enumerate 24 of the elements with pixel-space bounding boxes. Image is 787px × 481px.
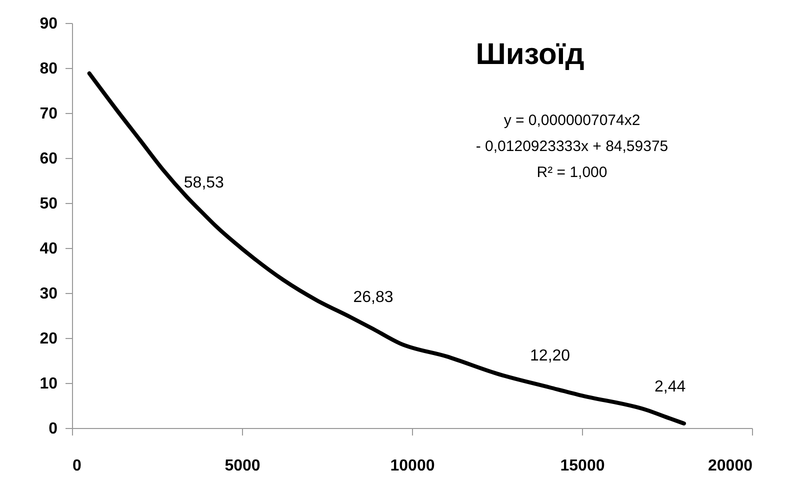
y-tick-label: 50 bbox=[40, 196, 58, 212]
x-tick-label: 20000 bbox=[708, 458, 753, 474]
annotation: y = 0,0000007074x2 bbox=[504, 112, 640, 129]
y-tick-label: 60 bbox=[40, 150, 58, 168]
line-series bbox=[87, 71, 686, 426]
y-tick-label: 80 bbox=[40, 60, 58, 78]
annotation: R² = 1,000 bbox=[536, 164, 608, 181]
text: Шизоїд bbox=[476, 38, 584, 71]
y-tick-label: 0 bbox=[48, 420, 58, 438]
y-tick-label: 90 bbox=[40, 16, 58, 32]
x-tick-label: 5000 bbox=[224, 458, 260, 474]
y-tick-label: 10 bbox=[40, 376, 58, 392]
y-tick-label: 30 bbox=[40, 286, 58, 302]
annotation: 58,53 bbox=[184, 174, 224, 192]
y-tick-label: 40 bbox=[40, 240, 58, 258]
annotation: 26,83 bbox=[353, 289, 394, 306]
annotation: - 0,0120923333x + 84,59375 bbox=[476, 138, 668, 155]
y-tick-label: 20 bbox=[40, 330, 58, 348]
annotation: 2,44 bbox=[654, 378, 686, 396]
annotation: 12,20 bbox=[530, 348, 570, 364]
x-tick-label: 0 bbox=[72, 458, 82, 474]
x-tick-label: 10000 bbox=[390, 458, 435, 474]
y-tick-label: 70 bbox=[40, 106, 58, 122]
x-tick-label: 15000 bbox=[560, 458, 605, 474]
